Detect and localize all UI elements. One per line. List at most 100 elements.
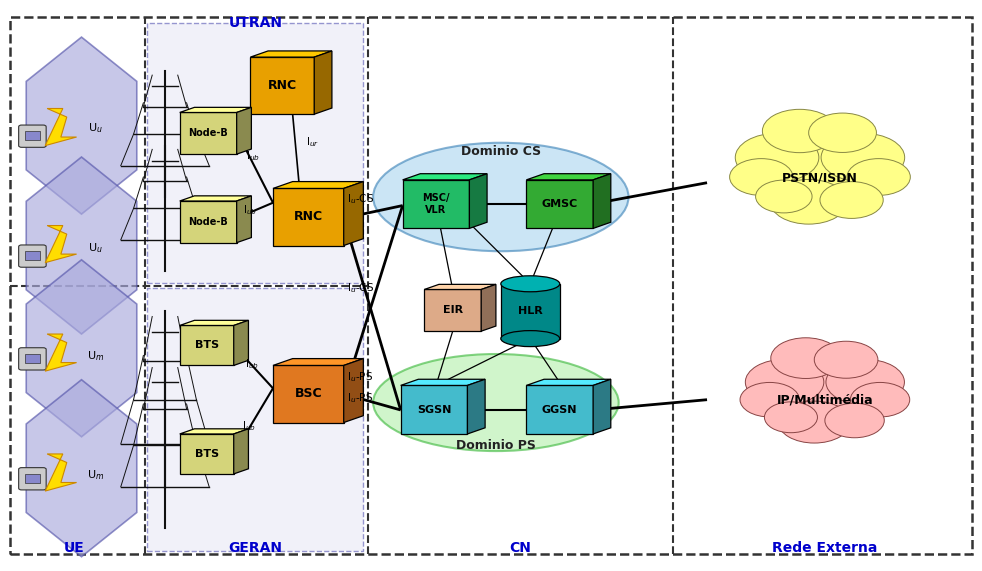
Circle shape bbox=[808, 113, 876, 152]
Polygon shape bbox=[180, 196, 251, 201]
Polygon shape bbox=[469, 174, 487, 228]
Polygon shape bbox=[273, 365, 344, 423]
Polygon shape bbox=[234, 320, 248, 365]
Polygon shape bbox=[593, 379, 611, 434]
Text: I$_{ub}$: I$_{ub}$ bbox=[242, 419, 255, 433]
Text: CN: CN bbox=[510, 541, 531, 555]
Circle shape bbox=[745, 359, 824, 405]
Circle shape bbox=[740, 383, 799, 417]
Text: U$_m$: U$_m$ bbox=[86, 349, 104, 363]
Ellipse shape bbox=[373, 143, 628, 251]
Text: GMSC: GMSC bbox=[542, 199, 577, 209]
FancyBboxPatch shape bbox=[19, 468, 46, 490]
Polygon shape bbox=[344, 182, 363, 246]
Bar bbox=[25, 131, 40, 140]
Polygon shape bbox=[314, 51, 332, 114]
Circle shape bbox=[764, 402, 817, 433]
Polygon shape bbox=[180, 434, 234, 474]
Text: PSTN/ISDN: PSTN/ISDN bbox=[782, 171, 858, 184]
Polygon shape bbox=[237, 107, 251, 154]
Ellipse shape bbox=[501, 276, 560, 292]
Polygon shape bbox=[424, 289, 481, 331]
Circle shape bbox=[820, 182, 883, 219]
Circle shape bbox=[772, 365, 878, 427]
Polygon shape bbox=[180, 320, 248, 325]
Text: I$_{ub}$: I$_{ub}$ bbox=[246, 148, 260, 163]
Bar bbox=[25, 354, 40, 363]
Text: Dominio PS: Dominio PS bbox=[456, 439, 536, 452]
Polygon shape bbox=[526, 385, 593, 434]
Text: Node-B: Node-B bbox=[189, 217, 228, 227]
Circle shape bbox=[762, 109, 837, 152]
Text: Rede Externa: Rede Externa bbox=[772, 541, 878, 555]
Circle shape bbox=[825, 403, 884, 438]
FancyBboxPatch shape bbox=[147, 23, 363, 283]
Polygon shape bbox=[27, 380, 136, 557]
Circle shape bbox=[771, 338, 841, 379]
FancyBboxPatch shape bbox=[19, 348, 46, 370]
Text: GGSN: GGSN bbox=[542, 405, 577, 415]
Circle shape bbox=[821, 133, 904, 182]
Text: I$_{ub}$: I$_{ub}$ bbox=[245, 357, 258, 371]
Polygon shape bbox=[401, 385, 467, 434]
Circle shape bbox=[755, 180, 812, 213]
Polygon shape bbox=[45, 334, 77, 371]
Polygon shape bbox=[180, 429, 248, 434]
Circle shape bbox=[778, 401, 850, 443]
Ellipse shape bbox=[373, 354, 619, 451]
Polygon shape bbox=[234, 429, 248, 474]
Polygon shape bbox=[273, 188, 344, 246]
Text: U$_u$: U$_u$ bbox=[87, 122, 103, 135]
Polygon shape bbox=[180, 325, 234, 365]
Polygon shape bbox=[403, 174, 487, 180]
Polygon shape bbox=[526, 379, 611, 385]
Text: EIR: EIR bbox=[443, 305, 463, 315]
Polygon shape bbox=[273, 182, 363, 188]
Text: GERAN: GERAN bbox=[229, 541, 282, 555]
FancyBboxPatch shape bbox=[19, 125, 46, 147]
Text: BSC: BSC bbox=[295, 388, 322, 400]
Polygon shape bbox=[45, 226, 77, 263]
Bar bbox=[25, 474, 40, 482]
Polygon shape bbox=[424, 284, 496, 289]
Circle shape bbox=[814, 341, 878, 378]
Polygon shape bbox=[467, 379, 485, 434]
Circle shape bbox=[770, 179, 847, 224]
Text: U$_u$: U$_u$ bbox=[87, 242, 103, 255]
Bar bbox=[25, 251, 40, 260]
Text: U$_m$: U$_m$ bbox=[86, 468, 104, 482]
Text: BTS: BTS bbox=[194, 449, 219, 459]
Polygon shape bbox=[27, 37, 136, 214]
Text: I$_u$-CS: I$_u$-CS bbox=[347, 281, 374, 295]
Ellipse shape bbox=[501, 331, 560, 347]
FancyBboxPatch shape bbox=[147, 288, 363, 551]
Polygon shape bbox=[45, 108, 77, 146]
Polygon shape bbox=[45, 454, 77, 491]
Polygon shape bbox=[526, 180, 593, 228]
Text: SGSN: SGSN bbox=[416, 405, 452, 415]
Text: Node-B: Node-B bbox=[189, 128, 228, 138]
Polygon shape bbox=[250, 57, 314, 114]
Text: RNC: RNC bbox=[294, 211, 323, 223]
Polygon shape bbox=[237, 196, 251, 243]
Text: MSC/
VLR: MSC/ VLR bbox=[422, 194, 450, 215]
Polygon shape bbox=[180, 107, 251, 112]
Text: HLR: HLR bbox=[518, 306, 543, 316]
Text: I$_{ur}$: I$_{ur}$ bbox=[306, 135, 319, 150]
Polygon shape bbox=[250, 51, 332, 57]
Circle shape bbox=[826, 359, 904, 405]
Polygon shape bbox=[526, 174, 611, 180]
Text: Dominio CS: Dominio CS bbox=[461, 145, 541, 158]
Circle shape bbox=[736, 133, 819, 182]
Polygon shape bbox=[481, 284, 496, 331]
Text: I$_u$-CS: I$_u$-CS bbox=[347, 192, 374, 206]
Polygon shape bbox=[180, 112, 237, 154]
Text: I$_{ub}$: I$_{ub}$ bbox=[243, 203, 256, 217]
Polygon shape bbox=[501, 284, 560, 339]
Text: I$_u$-PS: I$_u$-PS bbox=[347, 391, 373, 405]
Text: UTRAN: UTRAN bbox=[229, 16, 282, 30]
Polygon shape bbox=[27, 260, 136, 437]
Polygon shape bbox=[401, 379, 485, 385]
FancyBboxPatch shape bbox=[19, 245, 46, 267]
Polygon shape bbox=[27, 157, 136, 334]
